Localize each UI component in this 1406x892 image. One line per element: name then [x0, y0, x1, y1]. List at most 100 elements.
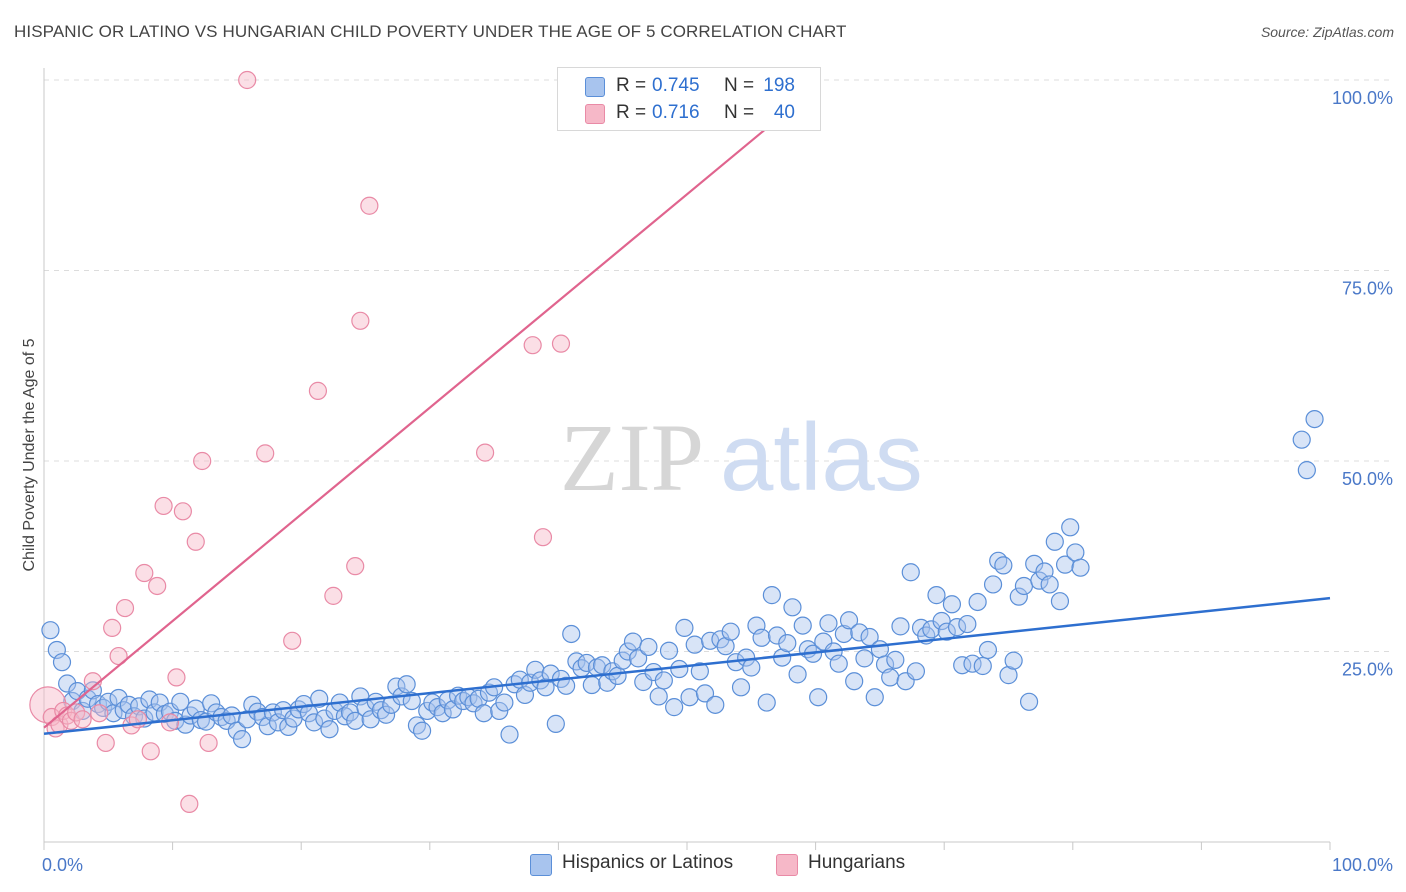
data-point-hispanics	[881, 668, 900, 687]
source-label: Source: ZipAtlas.com	[1260, 24, 1394, 40]
y-tick-label: 75.0%	[1342, 279, 1393, 299]
data-point-hungarians	[324, 586, 343, 605]
data-point-hungarians	[154, 496, 173, 516]
data-point-hungarians	[346, 557, 365, 576]
data-point-hispanics	[788, 665, 807, 684]
legend-n-label: N =	[724, 102, 755, 123]
data-point-hungarians	[551, 334, 571, 353]
data-point-hispanics	[41, 621, 60, 640]
legend-label-hispanics: Hispanics or Latinos	[562, 852, 734, 873]
data-point-hispanics	[809, 688, 828, 707]
data-point-hispanics	[171, 692, 190, 711]
y-tick-label: 50.0%	[1342, 469, 1393, 489]
data-point-hispanics	[1009, 587, 1028, 606]
data-point-hispanics	[613, 651, 632, 670]
data-point-hispanics	[680, 688, 699, 707]
legend-swatch-pink	[776, 854, 798, 876]
data-point-hispanics	[778, 634, 797, 653]
data-point-hispanics	[978, 640, 998, 660]
series-hungarians-points	[29, 70, 571, 814]
data-point-hispanics	[402, 691, 421, 711]
data-point-hispanics	[536, 678, 555, 697]
data-point-hispanics	[695, 684, 715, 703]
data-point-hispanics	[1297, 461, 1316, 480]
data-point-hungarians	[42, 707, 61, 727]
watermark-atlas: atlas	[720, 404, 923, 511]
data-point-hispanics	[397, 675, 416, 694]
data-point-hungarians	[167, 668, 186, 687]
data-point-hispanics	[891, 617, 910, 636]
data-point-hispanics	[1292, 430, 1311, 449]
data-point-hispanics	[1025, 554, 1044, 573]
data-point-hispanics	[731, 678, 751, 697]
data-point-hispanics	[762, 586, 781, 605]
x-tick-min: 0.0%	[42, 855, 83, 875]
data-point-hispanics	[238, 710, 257, 729]
data-point-hispanics	[1071, 558, 1090, 577]
data-point-hungarians	[193, 451, 212, 471]
legend-swatch-pink	[585, 104, 605, 124]
data-point-hispanics	[474, 704, 493, 723]
data-point-hispanics	[629, 649, 648, 668]
y-tick-label: 100.0%	[1332, 88, 1393, 108]
legend-row-hispanics: R = 0.745 N = 198	[558, 74, 820, 100]
data-point-hispanics	[999, 666, 1018, 685]
trendline-hispanics	[43, 596, 1331, 736]
data-point-hispanics	[757, 693, 776, 712]
data-point-hungarians	[283, 631, 302, 650]
watermark: ZIP atlas	[560, 404, 923, 511]
data-point-hispanics	[258, 717, 277, 736]
data-point-hispanics	[819, 614, 838, 633]
data-point-hungarians	[29, 686, 67, 724]
data-point-hungarians	[199, 733, 218, 753]
data-point-hungarians	[308, 381, 328, 400]
data-point-hispanics	[469, 689, 488, 708]
data-point-hungarians	[73, 710, 92, 729]
data-point-hispanics	[541, 664, 560, 683]
data-point-hispanics	[767, 626, 787, 645]
data-point-hungarians	[360, 196, 379, 215]
data-point-hispanics	[310, 689, 329, 708]
data-point-hispanics	[495, 693, 514, 712]
data-point-hungarians	[90, 704, 109, 723]
data-point-hungarians	[103, 618, 122, 637]
data-point-hungarians	[256, 444, 275, 463]
data-point-hispanics	[1055, 555, 1075, 574]
data-point-hispanics	[618, 642, 637, 661]
data-point-hispanics	[304, 713, 324, 732]
trendlines	[43, 86, 1331, 736]
data-point-hungarians	[186, 532, 205, 551]
data-point-hispanics	[1004, 651, 1023, 670]
data-point-hispanics	[670, 659, 689, 679]
data-point-hispanics	[947, 618, 967, 637]
legend-r-label: R =	[616, 75, 647, 96]
data-point-hispanics	[690, 662, 709, 681]
data-point-hungarians	[351, 311, 370, 330]
data-point-hispanics	[1030, 571, 1049, 590]
legend-r-value: 0.716	[652, 102, 700, 123]
data-point-hungarians	[135, 563, 154, 583]
legend-swatch-blue	[585, 77, 605, 97]
data-point-hispanics	[1019, 692, 1039, 711]
data-point-hispanics	[665, 698, 684, 717]
data-point-hispanics	[1045, 532, 1064, 551]
data-point-hispanics	[886, 650, 905, 669]
data-point-hispanics	[906, 662, 926, 681]
legend-n-label: N =	[724, 75, 755, 96]
data-point-hispanics	[577, 653, 596, 673]
data-point-hispanics	[850, 623, 869, 642]
data-point-hispanics	[1061, 518, 1080, 537]
x-tick-max: 100.0%	[1332, 855, 1393, 875]
data-point-hungarians	[115, 598, 135, 618]
data-point-hispanics	[742, 658, 761, 677]
data-point-hispanics	[1014, 576, 1034, 596]
data-point-hispanics	[834, 624, 853, 644]
data-point-hispanics	[994, 556, 1013, 575]
trendline-hungarians	[43, 86, 817, 729]
data-point-hispanics	[1040, 575, 1059, 594]
data-point-hispanics	[973, 656, 992, 676]
data-point-hispanics	[752, 628, 771, 647]
data-point-hispanics	[793, 616, 812, 635]
data-point-hispanics	[958, 614, 977, 634]
data-point-hispanics	[58, 674, 77, 693]
